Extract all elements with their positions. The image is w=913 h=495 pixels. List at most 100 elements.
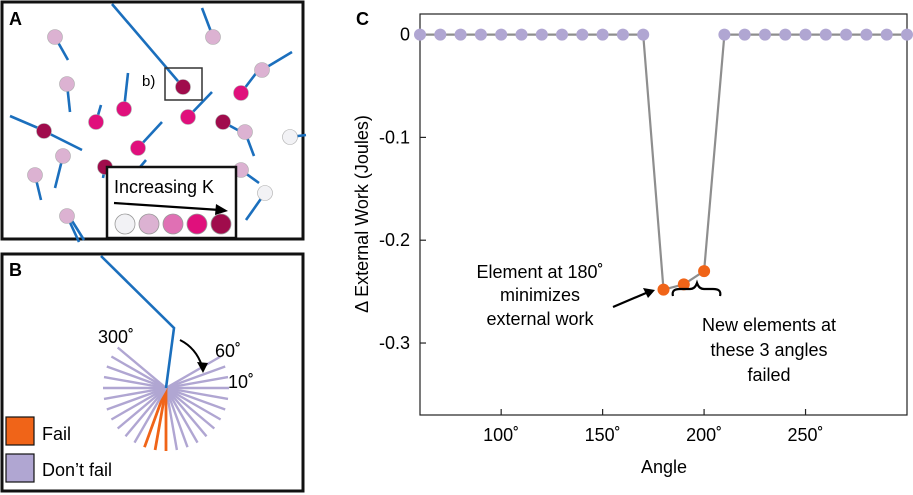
element-circle — [55, 148, 71, 164]
k-swatch — [162, 213, 184, 235]
data-point — [880, 28, 893, 41]
fan-line — [106, 386, 167, 411]
panel-c-chart: C 100˚ 150˚ 200˚ 250˚ 0 -0.1 -0.2 -0.3 Angle Δ … — [352, 9, 913, 477]
axis-ticks: 100˚ 150˚ 200˚ 250˚ 0 -0.1 -0.2 -0.3 — [379, 25, 824, 445]
element-circle — [59, 76, 75, 92]
k-legend-title: Increasing K — [114, 177, 214, 197]
x-tick-label: 150˚ — [585, 425, 621, 445]
annotation-2-line-3: failed — [747, 365, 790, 385]
data-point — [840, 28, 853, 41]
element-circle — [27, 167, 43, 183]
plot-area — [419, 13, 908, 416]
fan-line — [165, 386, 229, 401]
data-point — [495, 28, 508, 41]
x-tick-label: 250˚ — [788, 425, 824, 445]
x-tick-label: 200˚ — [686, 425, 722, 445]
data-point — [637, 28, 650, 41]
angle-label-10: 10˚ — [228, 372, 254, 392]
fan-line-failed — [153, 387, 168, 451]
fan-line — [165, 386, 226, 411]
element-circle — [59, 208, 75, 224]
a-circles — [27, 29, 298, 224]
element-circle — [205, 29, 221, 45]
element-needle — [9, 114, 39, 130]
fan-line — [165, 387, 208, 438]
fan-line — [103, 386, 167, 401]
data-point — [474, 28, 487, 41]
k-swatch — [186, 213, 208, 235]
data-point — [454, 28, 467, 41]
annotation-minimum: Element at 180˚ minimizes external work — [476, 262, 655, 329]
data-point — [515, 28, 528, 41]
element-circle — [47, 29, 63, 45]
element-circle — [233, 85, 249, 101]
x-axis-title: Angle — [641, 457, 687, 477]
data-point — [414, 28, 426, 41]
series-line — [420, 33, 907, 291]
element-circle — [88, 114, 104, 130]
element-circle — [180, 109, 196, 125]
data-point — [860, 28, 873, 41]
data-point-failed — [698, 265, 711, 278]
fan-line — [103, 375, 167, 390]
angle-label-300: 300˚ — [98, 327, 134, 347]
fan-line — [165, 387, 216, 430]
fan-line — [110, 355, 167, 390]
element-circle — [254, 62, 270, 78]
b-needle — [100, 255, 176, 389]
fan-line — [133, 387, 168, 444]
arrow-icon — [643, 288, 655, 298]
annotation-1-arrow — [612, 291, 647, 309]
fail-legend: Fail Don’t fail — [5, 416, 112, 483]
series — [414, 28, 913, 296]
arrow-right-icon — [215, 204, 228, 215]
fan-line — [164, 387, 199, 444]
dont-fail-label: Don’t fail — [42, 460, 112, 480]
data-point-failed — [657, 283, 670, 296]
b-fan — [103, 346, 229, 451]
data-point — [819, 28, 832, 41]
k-swatches — [114, 213, 232, 235]
k-swatch — [210, 213, 232, 235]
inset-label: b) — [142, 73, 155, 90]
k-swatch — [114, 213, 136, 235]
data-point-failed — [677, 278, 690, 291]
data-point — [434, 28, 447, 41]
fan-line — [164, 387, 189, 448]
panel-c-letter: C — [356, 9, 369, 29]
annotation-failed: New elements at these 3 angles failed — [671, 279, 836, 385]
fan-line — [164, 387, 179, 451]
panel-a-letter: A — [9, 9, 22, 29]
fan-line — [165, 365, 226, 390]
annotation-1-line-2: minimizes — [500, 285, 580, 305]
annotation-1-line-1: Element at 180˚ — [476, 262, 603, 282]
rotate-arrow-icon — [197, 362, 208, 373]
y-tick-label: -0.1 — [379, 127, 410, 147]
brace-icon — [671, 279, 722, 297]
data-point — [616, 28, 629, 41]
data-point — [799, 28, 812, 41]
element-circle — [237, 124, 253, 140]
y-tick-label: -0.2 — [379, 230, 410, 250]
panel-b-frame — [0, 252, 305, 493]
fan-line — [165, 355, 222, 390]
y-axis-title: Δ External Work (Joules) — [352, 115, 372, 313]
element-circle — [175, 79, 191, 95]
element-circle — [215, 114, 231, 130]
fan-line-failed — [143, 387, 168, 448]
data-point — [779, 28, 792, 41]
data-point — [738, 28, 751, 41]
data-point — [535, 28, 548, 41]
data-point — [759, 28, 771, 41]
fan-line — [116, 346, 167, 389]
fail-swatch — [5, 416, 35, 446]
element-circle — [282, 129, 298, 145]
element-circle — [36, 123, 52, 139]
panel-b-letter: B — [9, 260, 22, 280]
element-circle — [257, 185, 273, 201]
element-circle — [130, 140, 146, 156]
data-point — [596, 28, 609, 41]
fan-line — [116, 387, 167, 430]
annotation-1-line-3: external work — [486, 309, 594, 329]
k-legend: Increasing K — [105, 165, 238, 240]
